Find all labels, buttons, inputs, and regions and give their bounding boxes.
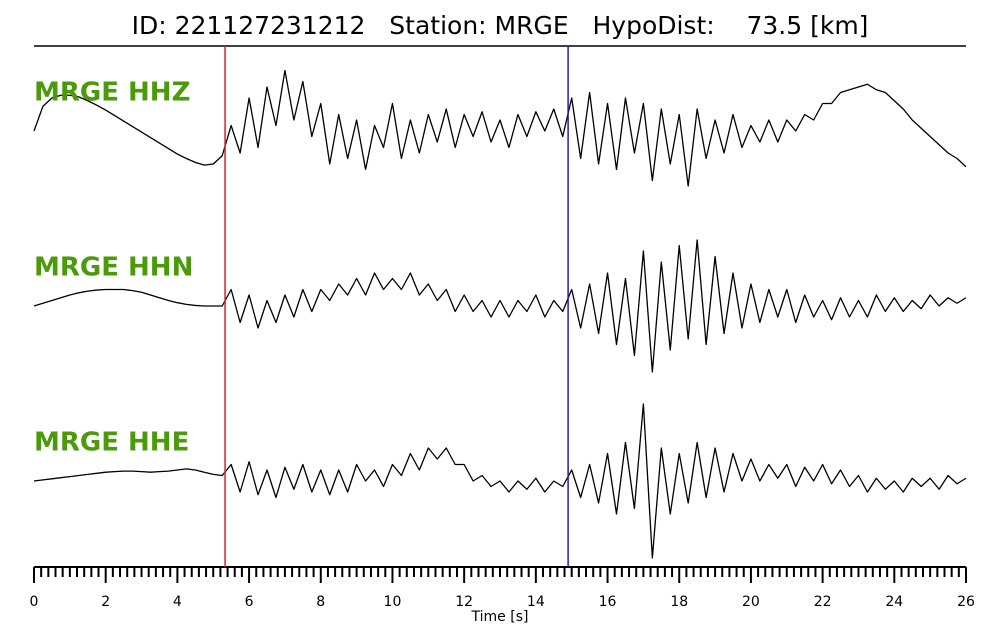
x-tick-label: 6 — [245, 594, 254, 610]
trace-label: MRGE HHN — [34, 253, 193, 283]
x-tick-label: 24 — [885, 594, 903, 610]
waveform — [33, 69, 967, 187]
x-tick-label: 16 — [599, 594, 617, 610]
x-tick-label: 22 — [814, 594, 832, 610]
x-tick-label: 8 — [316, 594, 325, 610]
x-tick-label: 10 — [384, 594, 402, 610]
x-tick-label: 0 — [30, 594, 39, 610]
chart-title: ID: 221127231212 Station: MRGE HypoDist:… — [132, 11, 869, 40]
x-tick-label: 14 — [527, 594, 545, 610]
x-tick-label: 20 — [742, 594, 760, 610]
trace-label: MRGE HHE — [34, 428, 189, 458]
trace-label: MRGE HHZ — [34, 78, 190, 108]
x-tick-label: 4 — [173, 594, 182, 610]
waveform — [33, 239, 967, 373]
x-tick-label: 2 — [101, 594, 110, 610]
x-tick-label: 26 — [957, 594, 975, 610]
x-tick-label: 18 — [670, 594, 688, 610]
x-tick-label: 12 — [455, 594, 473, 610]
waveform — [33, 403, 967, 559]
x-axis-label: Time [s] — [471, 609, 529, 625]
